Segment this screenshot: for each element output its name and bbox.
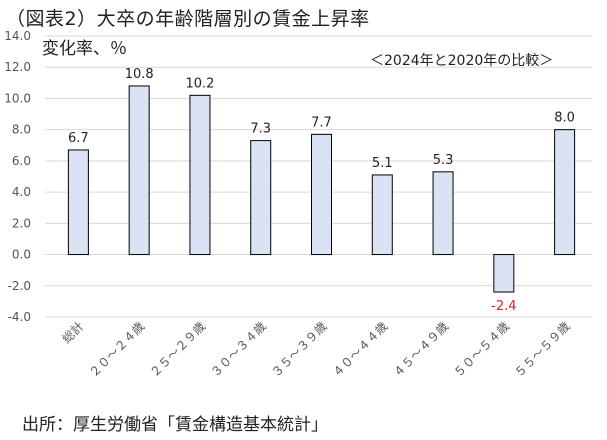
data-label: -2.4 bbox=[491, 299, 516, 314]
y-tick-label: 12.0 bbox=[4, 60, 31, 74]
bar bbox=[67, 149, 89, 256]
y-tick-labels: 14.0 12.0 10.0 8.0 6.0 4.0 2.0 0.0 -2.0 -4.0 bbox=[4, 29, 31, 324]
category-label: ３０～３４歳 bbox=[208, 319, 269, 380]
data-label: 7.3 bbox=[250, 122, 271, 137]
y-tick-label: -4.0 bbox=[8, 310, 31, 324]
bar bbox=[189, 94, 211, 256]
category-labels: 総計 ２０～２４歳 ２５～２９歳 ３０～３４歳 ３５～３９歳 ４０～４４歳 ４５～４９歳 ５０… bbox=[59, 319, 573, 381]
category-label: ５０～５４歳 bbox=[451, 319, 512, 380]
comparison-note: ＜2024年と2020年の比較＞ bbox=[370, 53, 554, 69]
bar bbox=[493, 254, 515, 293]
category-label: ５５～５９歳 bbox=[512, 319, 573, 380]
category-label: 総計 bbox=[59, 319, 87, 347]
y-tick-label: 4.0 bbox=[12, 185, 31, 199]
y-tick-label: 2.0 bbox=[12, 216, 31, 230]
y-tick-label: -2.0 bbox=[8, 279, 31, 293]
data-labels: 6.7 10.8 10.2 7.3 7.7 5.1 5.3 -2.4 8.0 bbox=[68, 67, 575, 314]
bar bbox=[554, 129, 576, 256]
category-label: ３５～３９歳 bbox=[269, 319, 330, 380]
category-label: ４５～４９歳 bbox=[390, 319, 451, 380]
bar bbox=[432, 171, 454, 256]
data-label: 10.8 bbox=[125, 67, 154, 82]
y-tick-label: 14.0 bbox=[4, 29, 31, 43]
category-label: ２０～２４歳 bbox=[86, 319, 147, 380]
y-tick-label: 6.0 bbox=[12, 154, 31, 168]
chart-title: （図表2）大卒の年齢階層別の賃金上昇率 bbox=[6, 8, 370, 30]
y-tick-label: 10.0 bbox=[4, 91, 31, 105]
bar bbox=[311, 133, 332, 256]
data-label: 10.2 bbox=[185, 76, 214, 91]
data-label: 5.1 bbox=[372, 156, 393, 171]
y-tick-label: 0.0 bbox=[12, 248, 31, 262]
source-note: 出所：厚生労働省「賃金構造基本統計」 bbox=[22, 415, 328, 435]
data-label: 7.7 bbox=[311, 115, 332, 130]
bar bbox=[128, 85, 150, 256]
category-label: ４０～４４歳 bbox=[330, 319, 391, 380]
y-axis-label: 変化率、％ bbox=[42, 39, 127, 59]
bar bbox=[371, 174, 393, 256]
category-label: ２５～２９歳 bbox=[147, 319, 208, 380]
y-tick-label: 8.0 bbox=[12, 123, 31, 137]
data-label: 5.3 bbox=[433, 153, 454, 168]
data-label: 8.0 bbox=[554, 111, 575, 126]
data-label: 6.7 bbox=[68, 131, 89, 146]
bars bbox=[67, 85, 576, 293]
bar bbox=[250, 140, 272, 256]
